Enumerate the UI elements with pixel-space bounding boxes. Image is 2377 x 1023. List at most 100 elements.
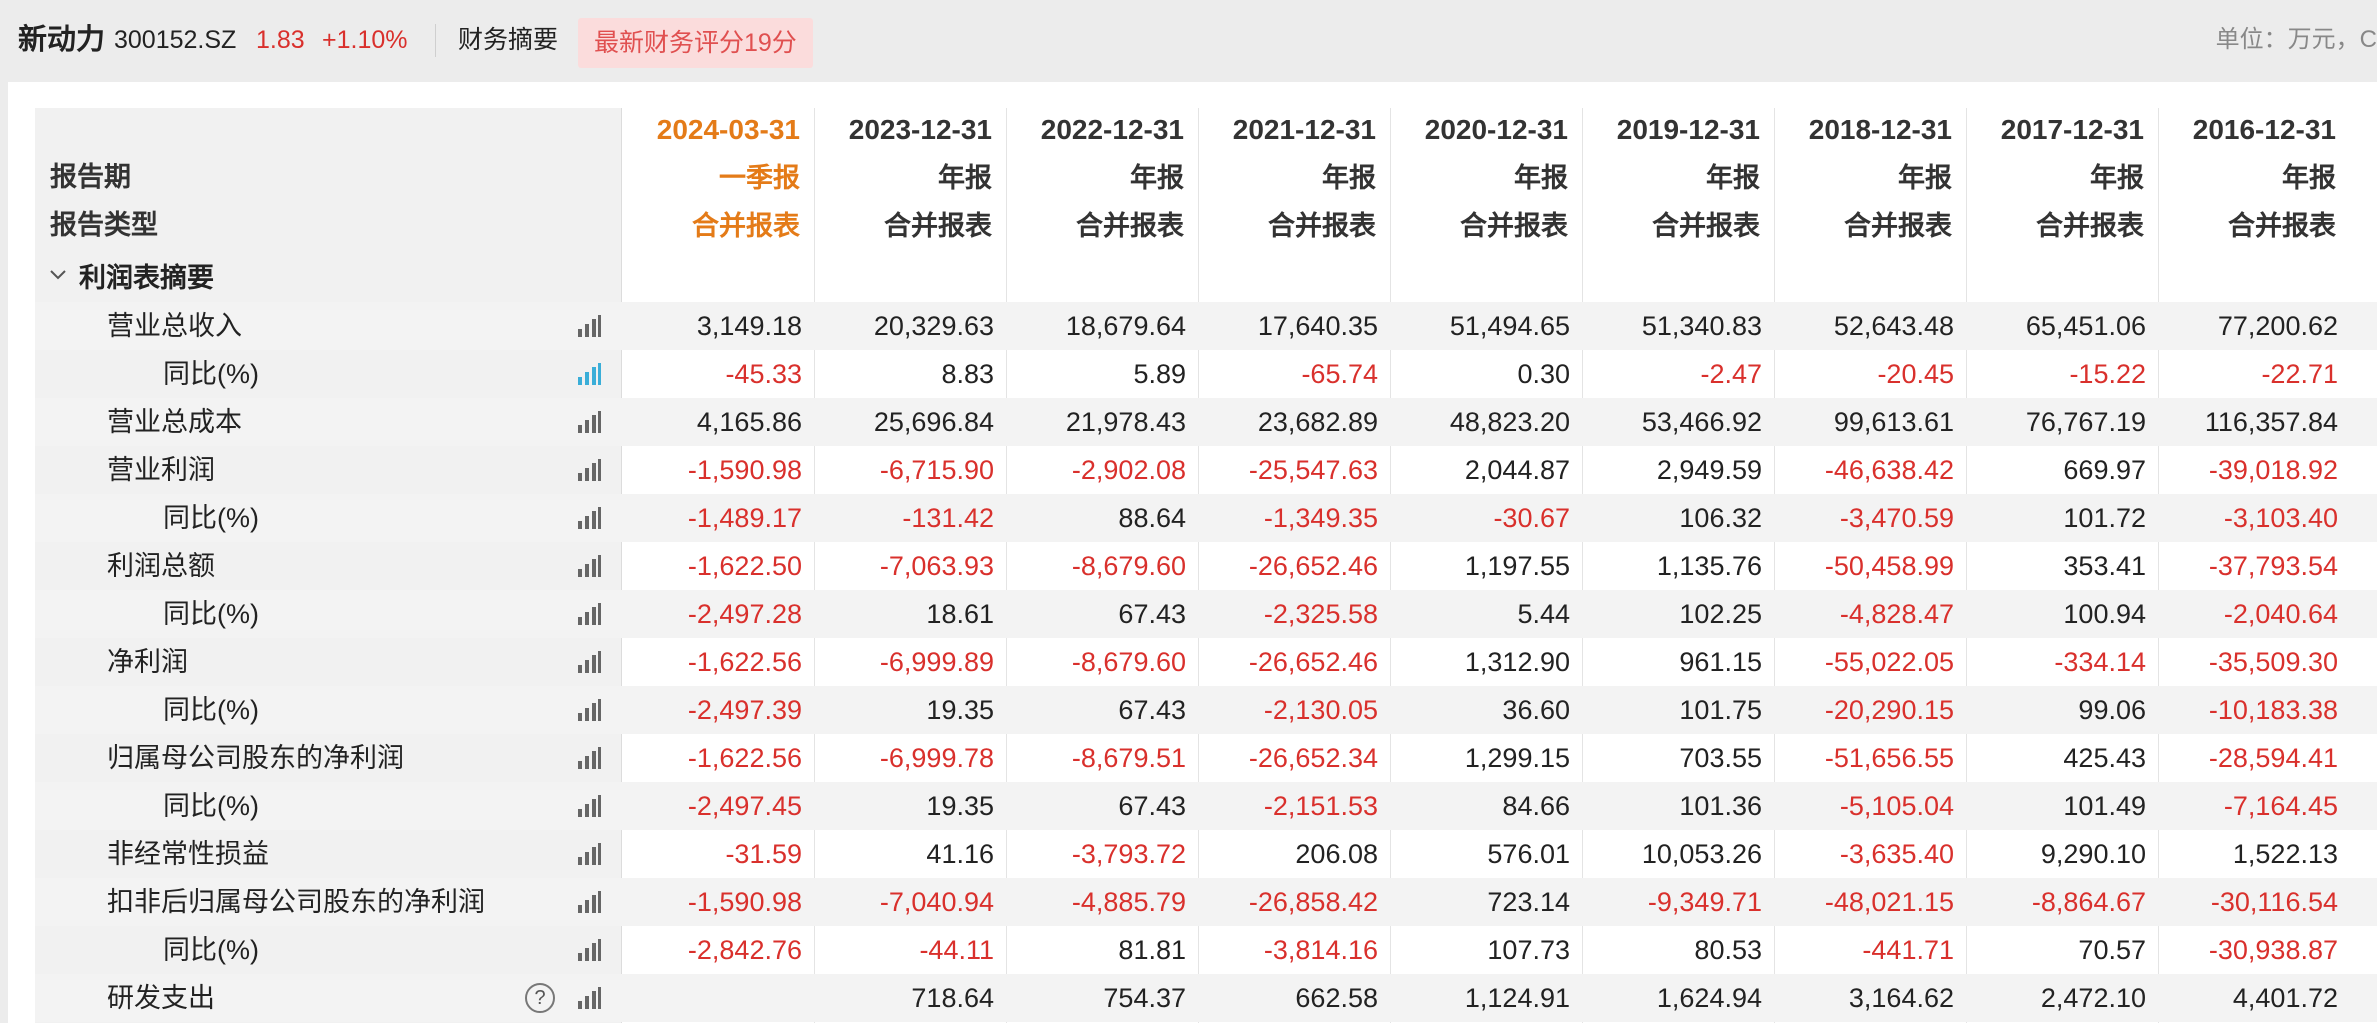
bar-chart-icon[interactable] [577, 507, 601, 529]
bar-chart-icon[interactable] [577, 699, 601, 721]
table-cell: 576.01 [1487, 839, 1570, 869]
table-row[interactable]: 归属母公司股东的净利润 -1,622.56 -6,999.78 -8,679.51 -2… [35, 734, 2377, 782]
bar-chart-icon[interactable] [577, 939, 601, 961]
bar-chart-icon[interactable] [577, 315, 601, 337]
table-cell: -6,715.90 [879, 455, 994, 485]
bar-chart-icon[interactable] [577, 603, 601, 625]
table-cell: -28,594.41 [2208, 743, 2338, 773]
help-icon[interactable]: ? [525, 983, 555, 1013]
table-cell: 1,135.76 [1656, 551, 1762, 581]
table-row[interactable]: 营业总成本 4,165.86 25,696.84 21,978.43 23,682.89… [35, 398, 2377, 446]
table-cell: -334.14 [2054, 647, 2146, 677]
table-row[interactable]: 同比(%) -2,497.45 19.35 67.43 -2,151.53 84.66 10… [35, 782, 2377, 830]
table-cell: -30.67 [1493, 503, 1570, 533]
table-cell: -44.11 [919, 935, 994, 965]
table-cell: 8.83 [941, 359, 994, 389]
table-cell: 0.30 [1517, 359, 1570, 389]
table-cell: -20,290.15 [1824, 695, 1954, 725]
table-row[interactable]: 研发支出? 718.64 754.37 662.58 1,124.91 1,624.94 3… [35, 974, 2377, 1022]
table-row[interactable]: 非经常性损益 -31.59 41.16 -3,793.72 206.08 576.01 10… [35, 830, 2377, 878]
row-label: 扣非后归属母公司股东的净利润 [107, 887, 485, 917]
table-cell: -2,325.58 [1263, 599, 1378, 629]
table-row[interactable]: 同比(%) -2,497.28 18.61 67.43 -2,325.58 5.44 102… [35, 590, 2377, 638]
table-cell: 20,329.63 [873, 311, 994, 341]
table-cell: 718.64 [911, 983, 994, 1013]
table-cell: -1,349.35 [1263, 503, 1378, 533]
table-cell: 1,312.90 [1464, 647, 1570, 677]
table-row[interactable]: 同比(%) -2,842.76 -44.11 81.81 -3,814.16 107.73… [35, 926, 2377, 974]
table-cell: -131.42 [902, 503, 994, 533]
bar-chart-icon[interactable] [577, 891, 601, 913]
table-cell: -3,814.16 [1263, 935, 1378, 965]
bar-chart-icon[interactable] [577, 987, 601, 1009]
score-badge[interactable]: 最新财务评分19分 [578, 18, 813, 68]
table-cell: -1,622.50 [687, 551, 802, 581]
row-label: 营业总成本 [107, 407, 242, 437]
table-cell: 102.25 [1679, 599, 1762, 629]
column-date: 2019-12-31 [1616, 114, 1760, 145]
table-cell: 52,643.48 [1833, 311, 1954, 341]
column-divider [1966, 108, 1967, 1023]
bar-chart-icon[interactable] [577, 363, 601, 385]
bar-chart-icon[interactable] [577, 459, 601, 481]
table-cell: -22.71 [2261, 359, 2338, 389]
bar-chart-icon[interactable] [577, 411, 601, 433]
table-cell: -3,635.40 [1839, 839, 1954, 869]
table-row[interactable]: 利润总额 -1,622.50 -7,063.93 -8,679.60 -26,652.4… [35, 542, 2377, 590]
table-row[interactable]: 营业总收入 3,149.18 20,329.63 18,679.64 17,640.35… [35, 302, 2377, 350]
table-cell: 1,624.94 [1656, 983, 1762, 1013]
table-cell: 9,290.10 [2040, 839, 2146, 869]
tab-financial-summary[interactable]: 财务摘要 [458, 26, 559, 54]
column-report-type: 年报 [2282, 163, 2336, 193]
table-cell: 723.14 [1487, 887, 1570, 917]
table-row[interactable]: 扣非后归属母公司股东的净利润 -1,590.98 -7,040.94 -4,885.7… [35, 878, 2377, 926]
section-income-summary[interactable]: 利润表摘要 [35, 254, 622, 302]
table-row[interactable]: 同比(%) -1,489.17 -131.42 88.64 -1,349.35 -30.6… [35, 494, 2377, 542]
table-cell: -2,842.76 [687, 935, 802, 965]
bar-chart-icon[interactable] [577, 747, 601, 769]
table-cell: 101.75 [1679, 695, 1762, 725]
table-cell: 53,466.92 [1641, 407, 1762, 437]
table-cell: -55,022.05 [1824, 647, 1954, 677]
table-cell: -26,858.42 [1248, 887, 1378, 917]
column-report-type: 年报 [2090, 163, 2144, 193]
table-cell: -2.47 [1700, 359, 1762, 389]
column-scope: 合并报表 [884, 211, 992, 241]
column-report-type: 年报 [1514, 163, 1568, 193]
table-cell: 5.89 [1133, 359, 1186, 389]
table-cell: 67.43 [1118, 791, 1186, 821]
bar-chart-icon[interactable] [577, 555, 601, 577]
table-cell: -1,489.17 [687, 503, 802, 533]
table-cell [622, 974, 802, 1022]
row-label: 同比(%) [163, 695, 259, 725]
table-cell: -2,497.45 [687, 791, 802, 821]
table-cell: -30,116.54 [2210, 887, 2338, 917]
column-date: 2018-12-31 [1808, 114, 1952, 145]
table-row[interactable]: 同比(%) -45.33 8.83 5.89 -65.74 0.30 -2.47 -20.45… [35, 350, 2377, 398]
bar-chart-icon[interactable] [577, 843, 601, 865]
table-row[interactable]: 同比(%) -2,497.39 19.35 67.43 -2,130.05 36.60 10… [35, 686, 2377, 734]
column-date: 2020-12-31 [1424, 114, 1568, 145]
bar-chart-icon[interactable] [577, 651, 601, 673]
table-cell: 2,949.59 [1656, 455, 1762, 485]
table-cell: 25,696.84 [873, 407, 994, 437]
column-divider [2158, 108, 2159, 1023]
table-cell: 18.61 [926, 599, 994, 629]
column-scope: 合并报表 [692, 211, 800, 241]
row-label: 研发支出 [107, 983, 215, 1013]
table-cell: -3,470.59 [1839, 503, 1954, 533]
column-date: 2016-12-31 [2192, 114, 2336, 145]
table-row[interactable]: 净利润 -1,622.56 -6,999.89 -8,679.60 -26,652.46… [35, 638, 2377, 686]
table-cell: 10,053.26 [1641, 839, 1762, 869]
table-cell: 425.43 [2063, 743, 2146, 773]
bar-chart-icon[interactable] [577, 795, 601, 817]
table-cell: -48,021.15 [1824, 887, 1954, 917]
table-cell: 116,357.84 [2204, 407, 2338, 437]
table-cell: -6,999.78 [879, 743, 994, 773]
column-report-type: 年报 [1322, 163, 1376, 193]
table-row[interactable]: 营业利润 -1,590.98 -6,715.90 -2,902.08 -25,547.6… [35, 446, 2377, 494]
chevron-down-icon[interactable] [49, 266, 67, 284]
table-cell: 70.57 [2078, 935, 2146, 965]
column-date: 2024-03-31 [656, 114, 800, 145]
table-cell: 77,200.62 [2217, 311, 2338, 341]
